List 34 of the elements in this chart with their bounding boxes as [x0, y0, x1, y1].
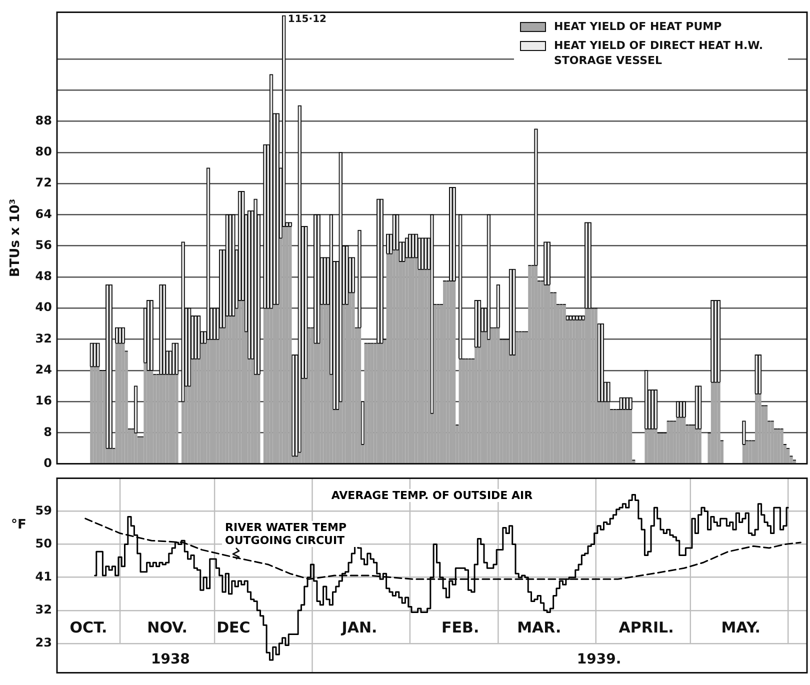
y-tick-label: 24	[35, 362, 52, 376]
y-axis-title: BTUs x 10³	[8, 198, 24, 278]
x-tick-label: APRIL.	[618, 618, 674, 636]
series-label: RIVER WATER TEMP OUTGOING CIRCUIT	[222, 521, 360, 548]
y-tick-label: 48	[35, 269, 52, 284]
y-tick-label: 80	[35, 144, 52, 158]
legend-label: HEAT YIELD OF HEAT PUMP	[554, 19, 722, 34]
annotation: 115·12	[288, 14, 327, 26]
y-tick-label: 0	[44, 456, 52, 470]
y-tick-label: 72	[35, 176, 52, 190]
x-tick-label: MAR.	[517, 618, 562, 636]
x-tick-label: OCT.	[70, 618, 108, 636]
legend-label: HEAT YIELD OF DIRECT HEAT H.W. STORAGE VESSEL	[554, 38, 764, 68]
y-tick-label: 16	[35, 394, 52, 408]
y-axis-title: °F	[11, 517, 26, 532]
x-tick-label: JAN.	[340, 618, 378, 636]
y-tick-label: 40	[35, 300, 52, 314]
y-tick-label: 64	[35, 206, 52, 221]
y-tick-label: 32	[35, 602, 52, 617]
x-tick-label: NOV.	[147, 618, 188, 636]
x2-tick-label: 1939.	[576, 651, 622, 668]
text: AVERAGE TEMP. OF OUTSIDE AIR	[328, 488, 536, 502]
x2-tick-label: 1938	[150, 651, 190, 668]
y-tick-label: 32	[35, 331, 52, 346]
x-tick-label: DEC	[216, 618, 250, 636]
x-tick-label: FEB.	[442, 618, 480, 636]
y-tick-label: 56	[35, 238, 52, 252]
y-tick-label: 41	[35, 569, 52, 584]
y-tick-label: 23	[35, 636, 52, 650]
y-tick-label: 88	[35, 113, 52, 128]
y-tick-label: 59	[35, 503, 52, 518]
y-tick-label: 8	[44, 424, 52, 439]
x-tick-label: MAY.	[721, 618, 760, 636]
y-tick-label: 50	[35, 536, 52, 550]
